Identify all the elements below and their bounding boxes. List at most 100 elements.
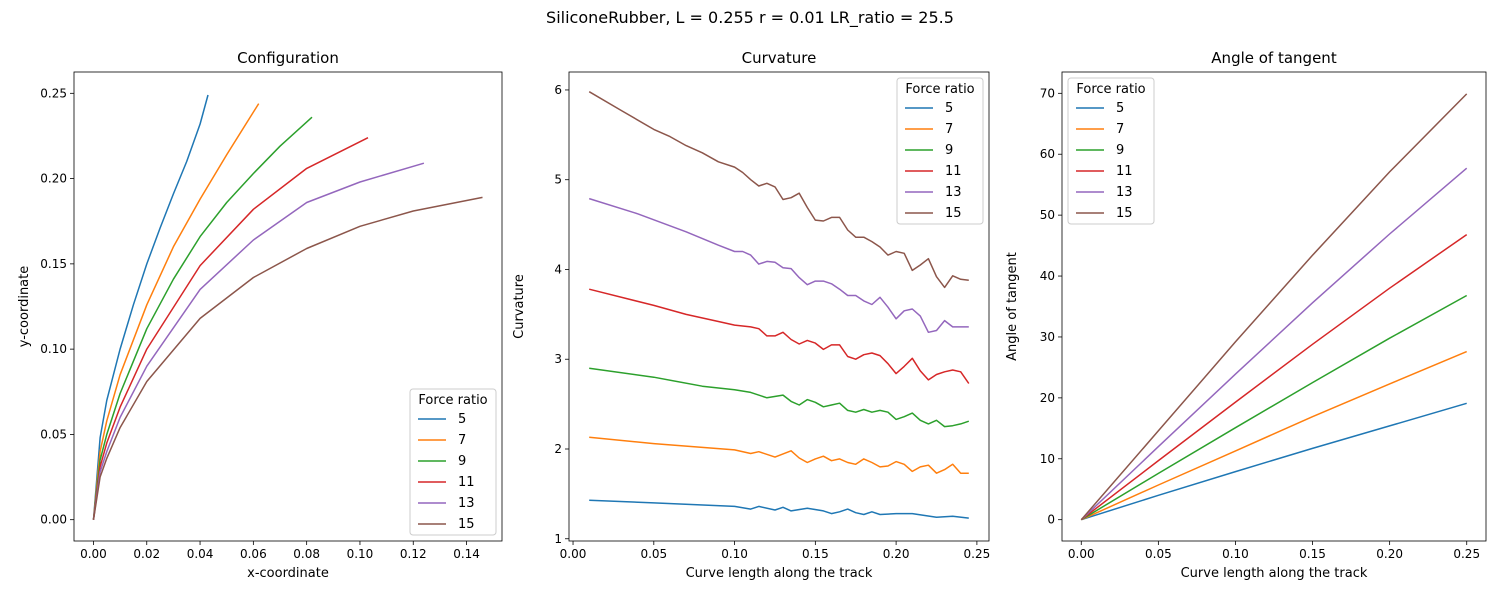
legend-label-7: 7 (1116, 122, 1124, 137)
chart-panel-3: 0.00 0.05 0.10 0.15 0.20 0.25 0 10 20 30 40 50 60 70 A… (1005, 49, 1487, 581)
series-line-9 (92, 116, 313, 520)
y-tick-label: 20 (1040, 391, 1055, 405)
y-tick-label: 60 (1040, 147, 1055, 161)
x-tick-label: 0.00 (560, 547, 587, 561)
chart-title: Angle of tangent (1211, 49, 1337, 67)
y-axis-label: Curvature (512, 274, 527, 339)
legend-label-7: 7 (458, 433, 466, 448)
legend-title: Force ratio (1076, 82, 1145, 97)
legend-box (896, 77, 984, 225)
chart-title: Curvature (742, 49, 817, 67)
x-tick-label: 0.00 (1068, 547, 1095, 561)
y-tick-label: 0.00 (40, 513, 67, 527)
series-line-13 (588, 197, 969, 334)
legend-label-7: 7 (945, 122, 953, 137)
y-tick-label: 10 (1040, 452, 1055, 466)
legend-label-13: 13 (458, 496, 475, 511)
legend-label-11: 11 (945, 164, 962, 179)
x-tick-label: 0.25 (1453, 547, 1480, 561)
series-line-13 (1080, 167, 1468, 521)
x-tick-label: 0.25 (964, 547, 991, 561)
x-tick-label: 0.00 (80, 547, 107, 561)
series-line-11 (1080, 233, 1468, 521)
series-line-5 (589, 499, 969, 519)
x-tick-label: 0.10 (1222, 547, 1249, 561)
series-line-9 (1080, 294, 1468, 521)
y-tick-label: 6 (554, 83, 562, 97)
series-line-11 (589, 288, 970, 384)
x-tick-label: 0.10 (721, 547, 748, 561)
y-tick-label: 70 (1040, 86, 1055, 100)
y-tick-label: 2 (554, 442, 562, 456)
series-line-13 (92, 162, 425, 520)
series-line-5 (1081, 402, 1467, 521)
series-line-5 (92, 94, 209, 520)
x-tick-label: 0.20 (883, 547, 910, 561)
legend-label-9: 9 (1116, 143, 1124, 158)
y-axis-label: Angle of tangent (1005, 252, 1020, 361)
legend-label-11: 11 (458, 475, 475, 490)
y-tick-label: 50 (1040, 208, 1055, 222)
chart-title: Configuration (237, 49, 339, 67)
series-line-7 (92, 103, 260, 520)
x-axis-label: Curve length along the track (1181, 566, 1368, 581)
legend-label-11: 11 (1116, 164, 1133, 179)
series-line-11 (92, 137, 369, 520)
series-line-7 (589, 436, 969, 474)
series-line-15 (588, 91, 969, 289)
x-tick-label: 0.12 (400, 547, 427, 561)
legend-title: Force ratio (905, 82, 974, 97)
x-tick-label: 0.15 (802, 547, 829, 561)
legend-label-5: 5 (458, 412, 466, 427)
figure-title: SiliconeRubber, L = 0.255 r = 0.01 LR_ra… (546, 8, 954, 27)
y-tick-label: 5 (554, 173, 562, 187)
x-tick-label: 0.06 (240, 547, 267, 561)
legend-label-9: 9 (945, 143, 953, 158)
x-tick-label: 0.02 (133, 547, 160, 561)
axes-frame (568, 71, 990, 542)
legend-label-15: 15 (945, 206, 962, 221)
series-line-15 (1080, 93, 1468, 521)
y-tick-label: 4 (554, 262, 562, 276)
legend-label-13: 13 (945, 185, 962, 200)
axes-frame (1061, 71, 1487, 542)
legend-title: Force ratio (418, 393, 487, 408)
axes-frame (73, 71, 503, 542)
series-line-9 (589, 367, 970, 428)
x-tick-label: 0.15 (1299, 547, 1326, 561)
legend-label-13: 13 (1116, 185, 1133, 200)
chart-panel-1: 0.00 0.02 0.04 0.06 0.08 0.10 0.12 0.14 0.00 0.05… (17, 49, 503, 581)
x-axis-label: x-coordinate (247, 566, 329, 581)
chart-panel-2: 0.00 0.05 0.10 0.15 0.20 0.25 1 2 3 4 5 6 Curvature C… (512, 49, 990, 581)
y-tick-label: 0.20 (40, 172, 67, 186)
y-axis-label: y-coordinate (17, 266, 32, 348)
legend-label-15: 15 (1116, 206, 1133, 221)
legend-box (409, 388, 497, 536)
legend-box (1067, 77, 1155, 225)
legend: Force ratio 5 7 9 11 13 15 (896, 77, 984, 225)
series-line-15 (92, 196, 483, 520)
legend-label-5: 5 (945, 101, 953, 116)
x-tick-label: 0.20 (1376, 547, 1403, 561)
series-line-7 (1080, 350, 1467, 521)
y-tick-label: 30 (1040, 330, 1055, 344)
x-tick-label: 0.04 (187, 547, 214, 561)
y-tick-label: 0.05 (40, 427, 67, 441)
x-tick-label: 0.05 (640, 547, 667, 561)
y-tick-label: 0 (1047, 513, 1055, 527)
x-tick-label: 0.14 (453, 547, 480, 561)
x-tick-label: 0.10 (347, 547, 374, 561)
legend-label-5: 5 (1116, 101, 1124, 116)
y-tick-label: 0.25 (40, 86, 67, 100)
legend: Force ratio 5 7 9 11 13 15 (1067, 77, 1155, 225)
y-tick-label: 0.10 (40, 342, 67, 356)
y-tick-label: 3 (554, 352, 562, 366)
x-axis-label: Curve length along the track (686, 566, 873, 581)
x-tick-label: 0.08 (293, 547, 320, 561)
y-tick-label: 1 (554, 532, 562, 546)
y-tick-label: 40 (1040, 269, 1055, 283)
legend-label-15: 15 (458, 517, 475, 532)
legend-label-9: 9 (458, 454, 466, 469)
